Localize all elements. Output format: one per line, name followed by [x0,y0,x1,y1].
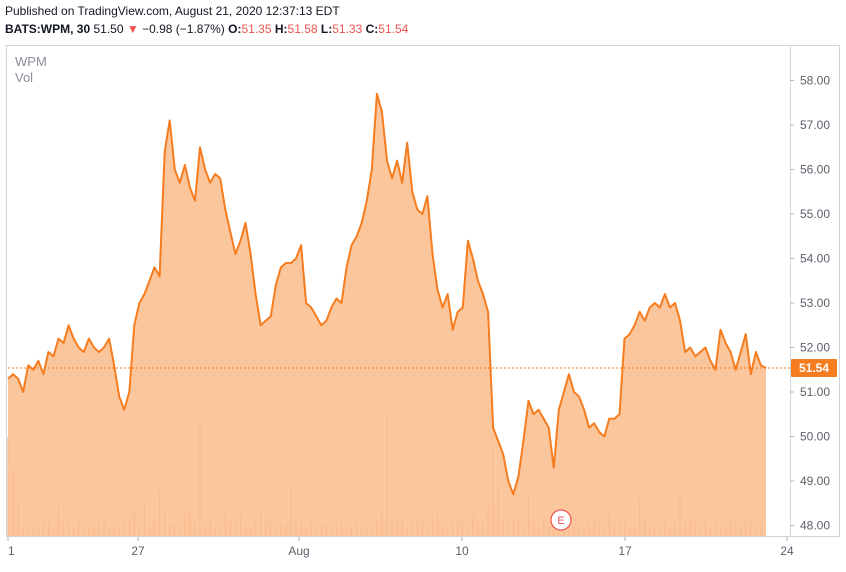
pane-border [6,45,840,537]
price-tick-label: 57.00 [800,118,830,132]
price-line [7,92,767,496]
price-tick-label: 56.00 [800,163,830,177]
symbol-label: BATS:WPM, 30 [5,22,91,36]
price-tick-label: 50.00 [800,430,830,444]
open-label: O: [228,22,242,36]
close-label: C: [365,22,379,36]
low-label: L: [320,22,333,36]
price-axis[interactable]: 58.00 57.00 56.00 55.00 54.00 53.00 52.00 51.00… [790,74,830,533]
price-tick-label: 54.00 [800,252,830,266]
published-note: Published on TradingView.com, August 21,… [5,4,340,18]
legend-volume: Vol [15,70,33,85]
low-value: 51.33 [332,22,363,36]
change-value: −0.98 (−1.87%) [142,22,225,36]
time-tick-label: 27 [131,544,145,558]
last-price-label-text: 51.54 [799,361,829,375]
ohlc-header: BATS:WPM, 30 51.50 ▼ −0.98 (−1.87%) O:51… [5,22,408,36]
price-tick-label: 53.00 [800,296,830,310]
time-axis[interactable]: 1 27 Aug 10 17 24 [7,537,794,558]
close-value: 51.54 [378,22,409,36]
last-price-label-box [791,359,837,377]
earnings-marker[interactable]: E [550,509,572,531]
price-tick-label: 51.00 [800,385,830,399]
last-price: 51.50 [93,22,124,36]
time-tick-label: 1 [8,544,15,558]
last-price-label: 51.54 [791,359,837,377]
price-tick-label: 52.00 [800,341,830,355]
time-tick-label: 17 [618,544,632,558]
price-tick-label: 48.00 [800,519,830,533]
price-tick-label: 58.00 [800,74,830,88]
time-tick-label: 24 [780,544,794,558]
high-label: H: [274,22,288,36]
earnings-marker-circle[interactable] [550,509,572,531]
price-tick-label: 55.00 [800,207,830,221]
price-area-fill [8,93,766,537]
open-value: 51.35 [241,22,272,36]
time-tick-label: 10 [455,544,469,558]
high-value: 51.58 [287,22,318,36]
price-tick-label: 49.00 [800,474,830,488]
time-tick-label: Aug [288,544,309,558]
down-arrow-icon: ▼ [126,22,139,36]
earnings-marker-label: E [557,515,564,527]
legend-symbol: WPM [15,54,47,69]
